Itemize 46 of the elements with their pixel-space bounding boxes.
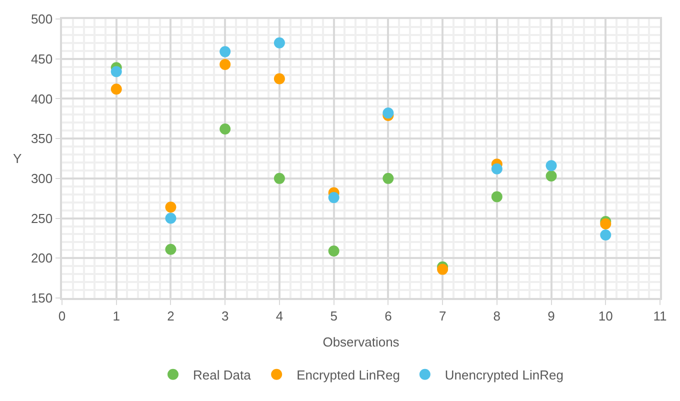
x-tick-label: 6 — [384, 308, 392, 324]
y-tick-label: 250 — [30, 210, 53, 226]
legend-label: Real Data — [193, 367, 252, 382]
x-tick-label: 1 — [112, 308, 120, 324]
x-tick-label: 9 — [548, 308, 555, 324]
x-tick-label: 11 — [653, 308, 667, 324]
point — [600, 218, 612, 230]
point — [546, 160, 557, 172]
x-tick-label: 0 — [58, 308, 66, 324]
y-axis-title: Y — [13, 151, 22, 166]
point — [274, 37, 285, 48]
y-tick-label: 500 — [30, 12, 53, 27]
x-tick-label: 4 — [276, 308, 284, 324]
point — [274, 73, 285, 84]
x-tick-label: 10 — [598, 308, 613, 324]
legend-label: Encrypted LinReg — [296, 367, 400, 382]
x-axis-title: Observations — [322, 334, 400, 350]
point — [600, 230, 612, 241]
point — [110, 84, 122, 95]
point — [220, 58, 231, 70]
y-tick-label: 300 — [30, 170, 53, 186]
point — [165, 244, 176, 255]
point — [328, 192, 340, 204]
y-tick-label: 350 — [30, 131, 53, 146]
point — [491, 191, 502, 202]
point — [328, 245, 340, 256]
x-tick-label: 8 — [493, 308, 501, 324]
point — [220, 46, 231, 58]
x-tick-label: 7 — [438, 308, 446, 324]
y-tick-label: 200 — [30, 250, 53, 266]
point — [437, 264, 448, 275]
y-tick-label: 450 — [30, 51, 53, 66]
x-tick-label: 2 — [167, 308, 174, 324]
point — [491, 163, 502, 174]
legend-label: Unencrypted LinReg — [444, 367, 564, 382]
x-tick-label: 5 — [330, 308, 338, 324]
point — [274, 172, 285, 184]
x-tick-label: 3 — [221, 308, 229, 324]
point — [220, 124, 231, 135]
point — [382, 172, 394, 184]
y-tick-label: 150 — [30, 290, 53, 306]
point — [546, 170, 557, 182]
y-tick-label: 400 — [30, 91, 53, 106]
point — [165, 212, 176, 224]
point — [110, 66, 122, 78]
point — [165, 202, 176, 213]
